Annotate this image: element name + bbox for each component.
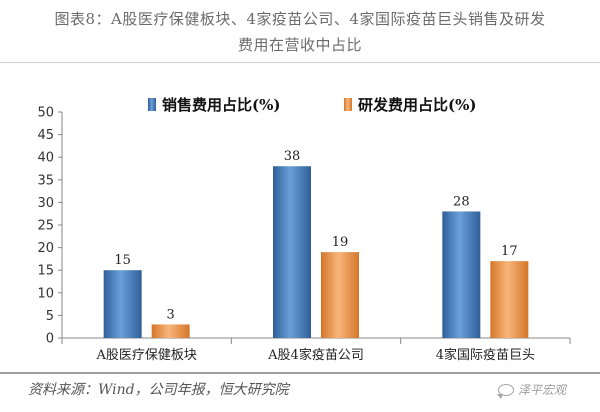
data-label: 28 [453,194,470,209]
y-tick-label: 50 [37,106,54,121]
y-tick-label: 45 [37,128,54,143]
x-tick-label: 4家国际疫苗巨头 [436,347,535,363]
title-line-1: 图表8：A股医疗保健板块、4家疫苗公司、4家国际疫苗巨头销售及研发 [54,10,546,28]
data-label: 17 [501,244,518,259]
watermark: 泽平宏观 [497,381,567,399]
wechat-bubble-icon [497,383,514,399]
bar-series0-1 [273,166,311,338]
x-tick-label: A股医疗保健板块 [95,348,196,363]
legend-label: 研发费用占比(%) [358,96,476,114]
chart-legend: 销售费用占比(%) 研发费用占比(%) [148,96,476,114]
top-rule [0,62,600,63]
y-tick-label: 30 [37,196,54,211]
y-tick-label: 15 [37,264,54,279]
bar-series0-2 [442,211,481,338]
bar-series1-0 [151,324,190,338]
legend-label: 销售费用占比(%) [162,96,280,114]
y-tick-label: 25 [37,219,54,234]
y-tick-label: 0 [46,332,54,347]
y-tick-label: 40 [37,151,54,166]
data-label: 19 [332,235,349,250]
data-label: 15 [114,253,131,268]
chart-title: 图表8：A股医疗保健板块、4家疫苗公司、4家国际疫苗巨头销售及研发 费用在营收中… [0,6,600,58]
x-tick-label: A股4家疫苗公司 [267,347,364,363]
bar-series1-1 [321,252,359,338]
y-tick-label: 35 [37,173,54,188]
bottom-rule [0,372,600,374]
title-line-2: 费用在营收中占比 [237,36,362,54]
y-tick-label: 10 [37,286,54,301]
bar-series1-2 [490,261,529,338]
legend-swatch [344,98,352,111]
watermark-text: 泽平宏观 [518,383,567,397]
chart-axes: 0 5 10 15 20 25 30 35 40 45 50 A股医疗保健板块 A股4家疫苗公司 4家国际… [37,106,571,363]
source-note: 资料来源：Wind，公司年报，恒大研究院 [28,382,289,398]
chart-data-labels: 15 38 28 3 19 17 [114,149,517,322]
bar-series0-0 [103,270,142,338]
y-tick-label: 20 [37,241,54,256]
y-tick-label: 5 [46,309,54,324]
chart-bars [103,166,529,338]
legend-swatch [148,98,156,111]
data-label: 38 [284,149,301,164]
data-label: 3 [167,307,175,322]
